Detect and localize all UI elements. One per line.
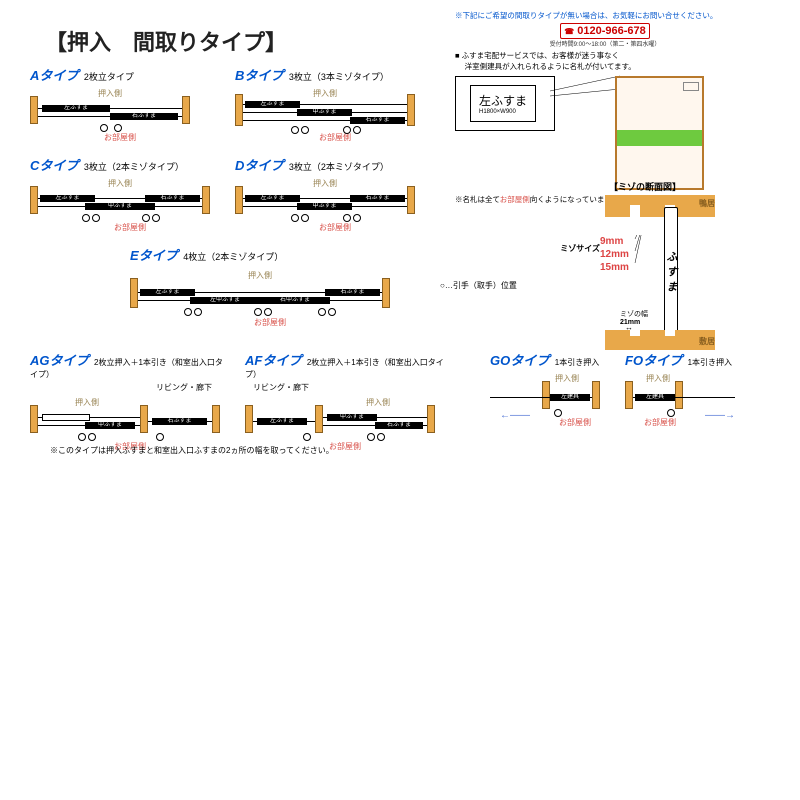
type-ag: AGタイプ 2枚立押入＋1本引き（和室出入口タイプ） リビング・廊下 押入側 中…	[30, 350, 230, 452]
type-fo: FOタイプ 1本引き押入 押入側 左建具 ――→ お部屋側	[625, 350, 745, 428]
type-d: Dタイプ 3枚立（2本ミゾタイプ） 押入側 左ふすま 中ふすま 右ふすま お部屋…	[235, 155, 435, 233]
nameplate-diagram: 左ふすま H1800×W900	[455, 76, 595, 141]
footnote: ※このタイプは押入ふすまと和室出入口ふすまの2ヵ所の幅を取ってください。	[50, 445, 334, 456]
type-a-label: Aタイプ	[30, 65, 78, 84]
type-c: Cタイプ 3枚立（2本ミゾタイプ） 押入側 左ふすま 右ふすま 中ふすま お部屋…	[30, 155, 230, 233]
type-b: Bタイプ 3枚立（3本ミゾタイプ） 押入側 左ふすま 中ふすま 右ふすま お部屋…	[235, 65, 435, 143]
type-a: Aタイプ 2枚立タイプ 押入側 左ふすま 右ふすま お部屋側	[30, 65, 210, 143]
phone-number: ☎ 0120-966-678	[560, 23, 650, 39]
cross-section: 【ミゾの断面図】 鴨居 ふすま 敷居 ミゾサイズ 9mm 12mm 15mm	[545, 180, 745, 350]
info-top: ※下記にご希望の間取りタイプが無い場合は、お気軽にお問い合せください。 ☎ 01…	[455, 10, 755, 205]
handle-legend: ○…引手（取手）位置	[440, 280, 517, 291]
type-go: GOタイプ 1本引き押入 押入側 左建具 ←―― お部屋側	[490, 350, 610, 428]
type-e: Eタイプ 4枚立（2本ミゾタイプ） 押入側 左ふすま 左中ふすま 右中ふすま 右…	[130, 245, 410, 328]
door-frame	[615, 76, 704, 190]
type-a-sub: 2枚立タイプ	[84, 72, 134, 82]
type-af: AFタイプ 2枚立押入＋1本引き（和室出入口タイプ） リビング・廊下 押入側 左…	[245, 350, 445, 452]
